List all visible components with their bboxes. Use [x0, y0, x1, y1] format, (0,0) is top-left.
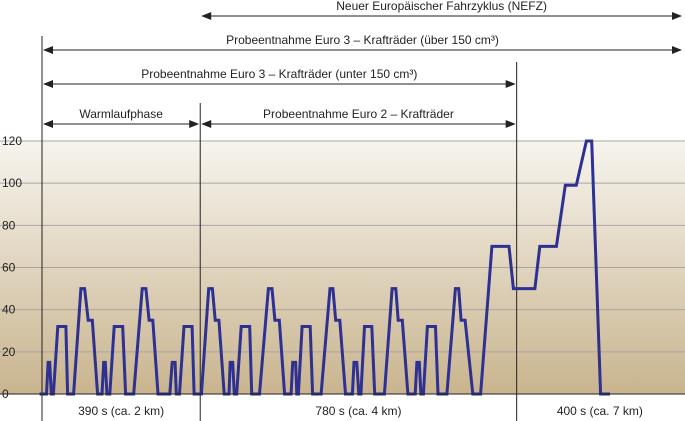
segment-label: 780 s (ca. 4 km)	[315, 404, 401, 418]
y-tick-label: 100	[2, 176, 22, 190]
span-label: Probeentnahme Euro 3 – Krafträder (unter…	[141, 67, 417, 81]
arrow-head-left	[201, 120, 212, 128]
span-label: Warmlaufphase	[79, 107, 163, 121]
span-arrow: Probeentnahme Euro 2 – Krafträder	[201, 107, 516, 128]
segment-label: 390 s (ca. 2 km)	[78, 404, 164, 418]
arrow-head-left	[43, 120, 53, 128]
y-tick-label: 60	[2, 261, 16, 275]
segment-label: 400 s (ca. 7 km)	[557, 404, 643, 418]
arrow-head-left	[201, 12, 212, 20]
span-arrow: Probeentnahme Euro 3 – Krafträder (über …	[43, 33, 682, 54]
y-tick-label: 120	[2, 134, 22, 148]
arrow-head-left	[43, 46, 53, 54]
arrow-head-right	[505, 80, 516, 88]
y-tick-label: 80	[2, 218, 16, 232]
span-label: Probeentnahme Euro 2 – Krafträder	[263, 107, 454, 121]
span-label: Probeentnahme Euro 3 – Krafträder (über …	[226, 33, 499, 47]
arrow-head-right	[672, 12, 682, 20]
y-tick-label: 40	[2, 303, 16, 317]
span-arrow: Neuer Europäischer Fahrzyklus (NEFZ)	[201, 0, 682, 20]
span-label: Neuer Europäischer Fahrzyklus (NEFZ)	[336, 0, 547, 13]
arrow-head-right	[189, 120, 200, 128]
y-tick-label: 20	[2, 345, 16, 359]
arrow-head-right	[672, 46, 682, 54]
span-arrow: Warmlaufphase	[43, 107, 200, 128]
arrow-head-right	[505, 120, 516, 128]
span-arrow: Probeentnahme Euro 3 – Krafträder (unter…	[43, 67, 516, 88]
arrow-head-left	[43, 80, 53, 88]
